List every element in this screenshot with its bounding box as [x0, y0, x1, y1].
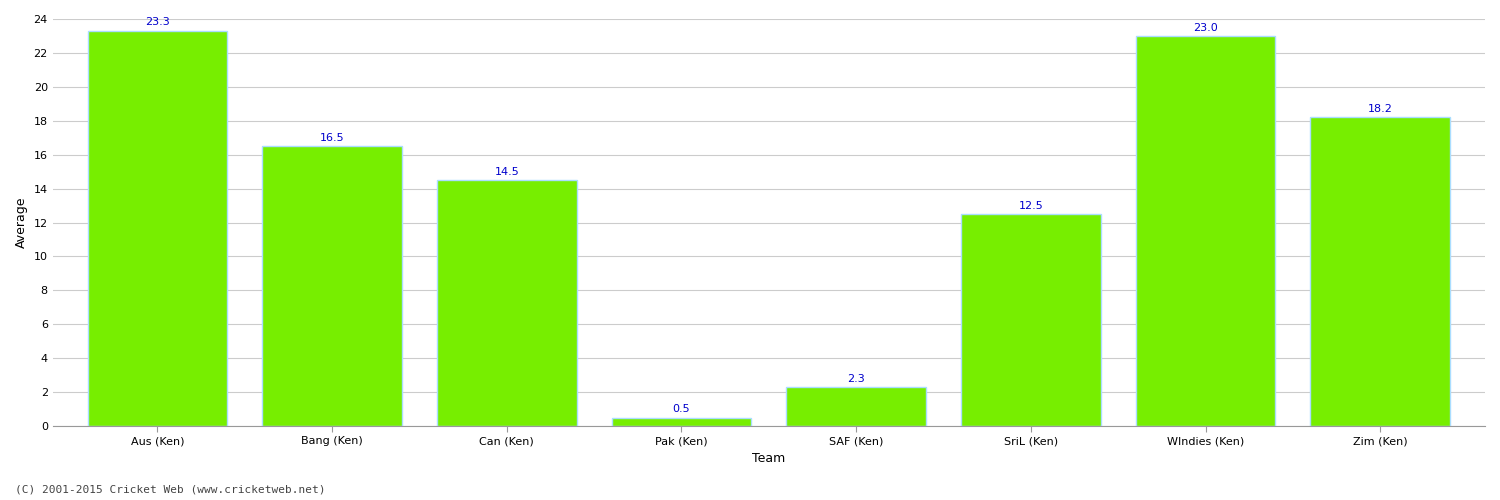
Text: 14.5: 14.5	[495, 166, 519, 176]
Bar	[612, 418, 752, 426]
Text: 12.5: 12.5	[1019, 200, 1042, 210]
Text: 16.5: 16.5	[320, 133, 345, 143]
Text: 23.3: 23.3	[146, 18, 170, 28]
Bar	[962, 214, 1101, 426]
Text: 2.3: 2.3	[847, 374, 865, 384]
Text: 18.2: 18.2	[1368, 104, 1392, 114]
Y-axis label: Average: Average	[15, 197, 28, 248]
X-axis label: Team: Team	[752, 452, 786, 465]
Bar	[786, 387, 926, 426]
Text: 23.0: 23.0	[1192, 22, 1218, 32]
Bar	[1311, 118, 1450, 426]
Bar	[87, 31, 228, 426]
Bar	[436, 180, 576, 426]
Text: (C) 2001-2015 Cricket Web (www.cricketweb.net): (C) 2001-2015 Cricket Web (www.cricketwe…	[15, 485, 326, 495]
Bar	[262, 146, 402, 426]
Text: 0.5: 0.5	[672, 404, 690, 414]
Bar	[1136, 36, 1275, 426]
